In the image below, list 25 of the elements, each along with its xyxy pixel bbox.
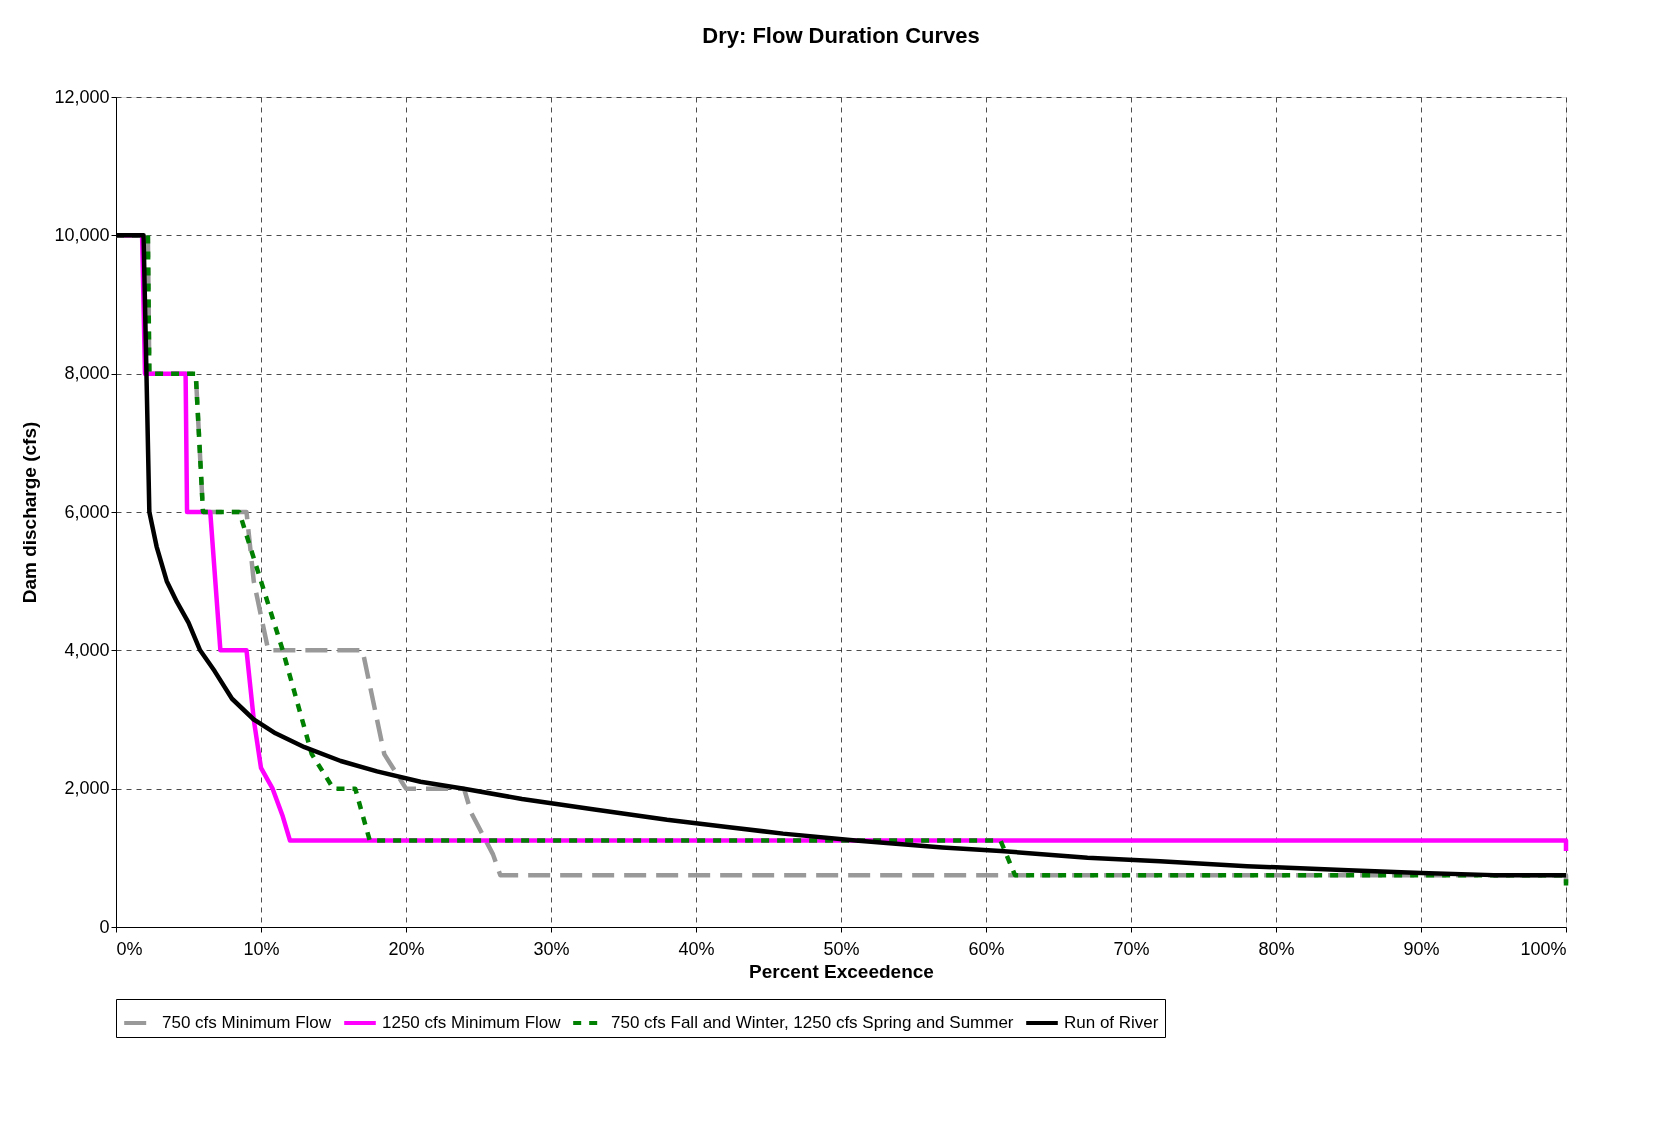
x-tick-label: 20% <box>388 938 425 959</box>
x-tick-label: 40% <box>678 938 715 959</box>
legend-label: 750 cfs Minimum Flow <box>162 1013 332 1032</box>
x-tick-label: 60% <box>968 938 1005 959</box>
y-axis-title: Dam discharge (cfs) <box>19 421 41 604</box>
y-tick-label: 8,000 <box>64 363 110 384</box>
chart-title: Dry: Flow Duration Curves <box>702 23 980 48</box>
y-tick-label: 0 <box>99 916 110 937</box>
legend-label: Run of River <box>1064 1013 1159 1032</box>
y-tick-label: 4,000 <box>64 639 110 660</box>
y-tick-label: 6,000 <box>64 501 110 522</box>
y-tick-label: 12,000 <box>54 86 110 107</box>
x-tick-label: 30% <box>533 938 570 959</box>
y-tick-label: 10,000 <box>54 224 110 245</box>
x-tick-label: 10% <box>243 938 280 959</box>
x-tick-label: 0% <box>116 938 143 959</box>
legend-label: 1250 cfs Minimum Flow <box>382 1013 562 1032</box>
y-tick-label: 2,000 <box>64 778 110 799</box>
legend-label: 750 cfs Fall and Winter, 1250 cfs Spring and Summer <box>611 1013 1014 1032</box>
x-tick-label: 80% <box>1258 938 1295 959</box>
x-tick-label: 100% <box>1520 938 1567 959</box>
x-tick-label: 70% <box>1113 938 1150 959</box>
x-tick-label: 90% <box>1403 938 1440 959</box>
x-axis-title: Percent Exceedence <box>749 960 934 982</box>
x-tick-label: 50% <box>823 938 860 959</box>
